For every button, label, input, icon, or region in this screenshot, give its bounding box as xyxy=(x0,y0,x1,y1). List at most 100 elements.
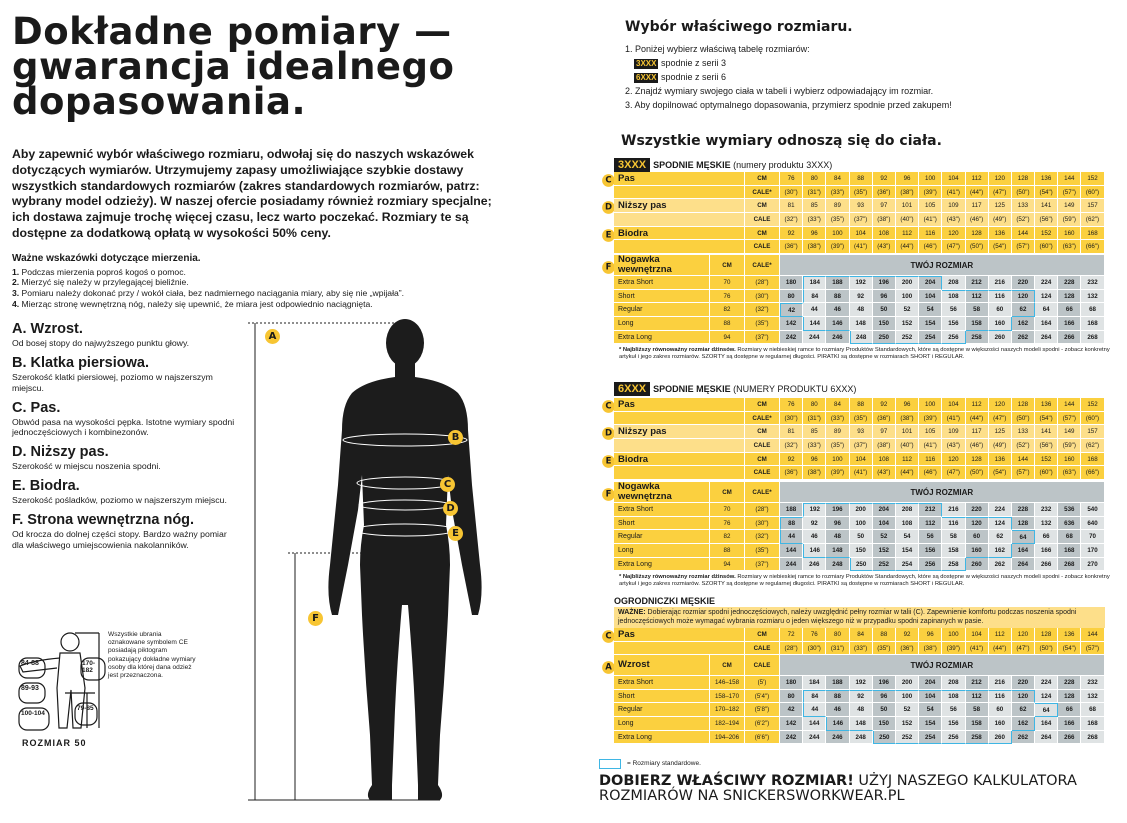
size-cell: 142 xyxy=(780,717,804,731)
leg-cale: (37") xyxy=(745,330,780,345)
leg-cm: 82 xyxy=(710,530,745,545)
size-cell: 260 xyxy=(988,730,1012,745)
size-cell: 254 xyxy=(919,730,943,745)
leg-cale: (35") xyxy=(745,544,780,558)
measure-label: Pas xyxy=(614,172,745,186)
value-cell: (40") xyxy=(895,213,920,227)
unit-label: CALE xyxy=(745,641,780,656)
tip-text: Mierzyć się należy w przylegającej bieli… xyxy=(19,277,189,288)
value-cell: 84 xyxy=(849,628,873,642)
tip-number: 1. xyxy=(12,266,20,277)
value-cell: (31") xyxy=(803,411,827,426)
marker-c: C xyxy=(440,477,455,492)
unit-label: CM xyxy=(745,452,780,467)
value-cell: (66") xyxy=(1081,466,1105,481)
measure-biodra: Biodra CM 92 96 100 104 108 112 116 120 128 136 144 1… xyxy=(614,226,1105,255)
series-tag: 6XXX xyxy=(614,382,651,396)
marker-d: D xyxy=(602,201,615,215)
measure-label: Niższy pas xyxy=(614,425,745,440)
size-cell: 92 xyxy=(803,516,827,531)
table-note: WAŻNE: Dobierając rozmiar spodni jednocz… xyxy=(614,607,1105,628)
table-row: CALE (32") (33") (35") (37") (38") (40") (41")(… xyxy=(614,213,1105,227)
value-cell: 125 xyxy=(988,199,1012,214)
leg-cm: 88 xyxy=(710,317,745,331)
size-grid: Nogawka wewnętrzna CM CALE* TWÓJ ROZMIAR Ext… xyxy=(614,482,1105,572)
value-cell: (49") xyxy=(988,213,1012,227)
value-cell: (37") xyxy=(849,213,873,227)
value-cell: 96 xyxy=(803,452,827,467)
value-cell: 104 xyxy=(965,628,989,642)
value-cell: 88 xyxy=(849,398,873,412)
value-cell: (32") xyxy=(780,439,804,453)
size-selection-heading: Wybór właściwego rozmiaru. xyxy=(625,19,853,35)
value-cell: 80 xyxy=(803,172,827,186)
grid-col-cm: CM xyxy=(710,255,745,276)
value-cell: (35") xyxy=(849,411,873,426)
size-cell: 244 xyxy=(803,330,827,345)
value-cell: (37") xyxy=(849,439,873,453)
value-cell: (59") xyxy=(1058,213,1082,227)
value-cell: (30") xyxy=(803,641,827,656)
ce-size: ROZMIAR 50 xyxy=(22,738,87,748)
value-cell: 141 xyxy=(1035,425,1059,440)
footnote-text: Rozmiary w niebieskiej ramce to rozmiary… xyxy=(619,347,1110,360)
table-row: Niższy pas CM 81 85 89 93 97 101 105 109 117 125 133… xyxy=(614,425,1105,440)
size-cell: 224 xyxy=(1035,276,1059,290)
tip-number: 3. xyxy=(12,287,20,298)
all-measurements-heading: Wszystkie wymiary odnoszą się do ciała. xyxy=(621,133,942,149)
size-cell: 204 xyxy=(872,503,896,517)
ce-label-hip: 89-93 xyxy=(21,685,39,692)
value-cell: 136 xyxy=(1035,172,1059,186)
marker-b: B xyxy=(448,430,463,445)
value-cell: 84 xyxy=(826,398,850,412)
value-cell: 128 xyxy=(965,226,989,241)
size-cell: 208 xyxy=(942,676,966,690)
value-cell: (30") xyxy=(780,185,804,200)
value-cell: 76 xyxy=(780,172,804,186)
table-row: Pas CM 72 76 80 84 88 92 96 100 104 112 120 128 136 144 xyxy=(614,628,1105,642)
value-cell: 96 xyxy=(895,172,920,186)
footnote-text: Rozmiary w niebieskiej ramce to rozmiary… xyxy=(619,574,1110,587)
size-cell: 116 xyxy=(988,289,1012,304)
page-title: Dokładne pomiary — gwarancja idealnego dop… xyxy=(12,10,455,123)
value-cell: 100 xyxy=(919,172,943,186)
measure-text: Od bosej stopy do najwyższego punktu gło… xyxy=(12,338,190,349)
measure-text: Szerokość w miejscu noszenia spodni. xyxy=(12,461,161,472)
size-cell: 252 xyxy=(895,730,920,745)
leg-length-name: Extra Long xyxy=(614,330,710,345)
size-cell: 208 xyxy=(942,276,966,290)
size-cell: 168 xyxy=(1081,317,1105,331)
size-cell: 96 xyxy=(872,289,896,304)
size-row: Extra Short 146–158 (5') 180 184 188 192 196 200… xyxy=(614,676,1105,690)
leg-length-name: Extra Short xyxy=(614,503,710,517)
size-cell: 148 xyxy=(849,317,873,331)
size-cell: 116 xyxy=(988,689,1012,704)
leg-length-name: Long xyxy=(614,717,710,731)
size-cell: 146 xyxy=(826,717,850,731)
size-cell: 124 xyxy=(1035,289,1059,304)
value-cell: 81 xyxy=(780,199,804,214)
size-cell: 60 xyxy=(988,303,1012,318)
size-cell: 156 xyxy=(942,717,966,731)
size-cell: 156 xyxy=(942,317,966,331)
value-cell: (39") xyxy=(919,411,943,426)
table-row: Pas CM 76 80 84 88 92 96 100 104 112 120 128 136 144 15… xyxy=(614,172,1105,186)
size-cell: 66 xyxy=(1035,530,1059,545)
ce-pictogram xyxy=(18,632,106,731)
size-cell: 162 xyxy=(988,544,1012,558)
table-subtitle: (numery produktu 3XXX) xyxy=(733,160,833,170)
size-cell: 170 xyxy=(1081,544,1105,558)
size-cell: 50 xyxy=(872,303,896,318)
measure-label xyxy=(614,641,745,656)
size-cell: 84 xyxy=(803,289,827,304)
value-cell: (36") xyxy=(780,240,804,255)
standard-size-legend: = Rozmiary standardowe. xyxy=(627,760,701,767)
unit-label: CALE xyxy=(745,439,780,453)
table-name: SPODNIE MĘSKIE xyxy=(653,160,734,170)
size-cell: 264 xyxy=(1011,557,1036,572)
value-cell: 89 xyxy=(826,199,850,214)
value-cell: (43") xyxy=(872,466,896,481)
size-cell: 232 xyxy=(1081,676,1105,690)
value-cell: (57") xyxy=(1058,185,1082,200)
size-row: Short 158–170 (5'4") 80 84 88 92 96 100 104 108 112… xyxy=(614,689,1105,704)
